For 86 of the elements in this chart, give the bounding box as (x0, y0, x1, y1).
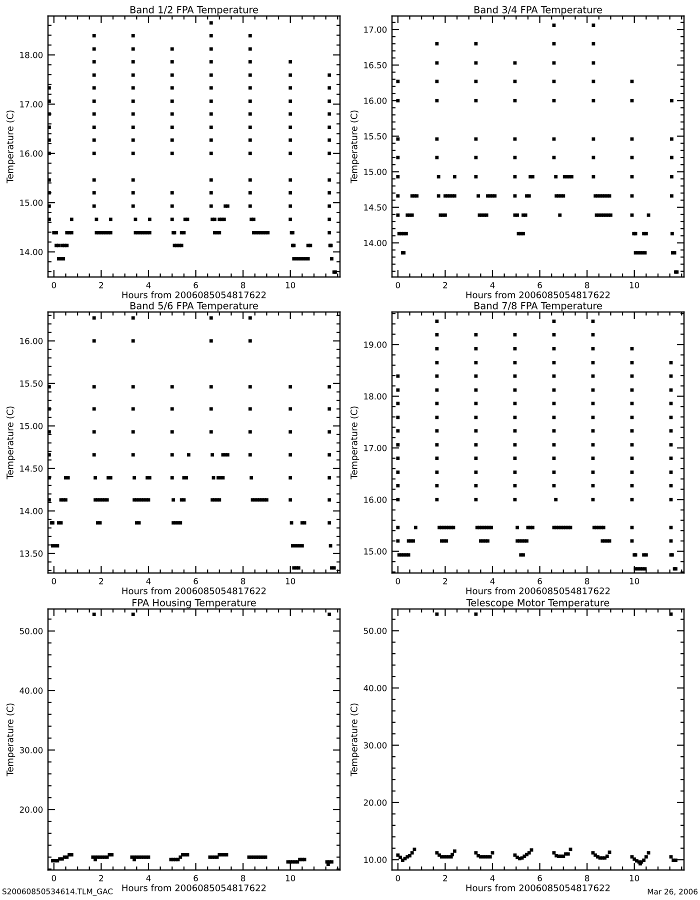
x-axis-title: Hours from 2006085054817622 (122, 291, 266, 298)
y-axis-title: Temperature (C) (350, 110, 360, 184)
y-tick-label: 14.00 (20, 248, 43, 256)
y-tick-label: 20.00 (20, 806, 43, 813)
x-tick-label: 8 (240, 578, 246, 584)
x-tick-label: 6 (538, 282, 542, 288)
x-tick-label: 6 (194, 578, 198, 584)
x-tick-label: 10 (630, 578, 640, 584)
y-tick-label: 14.00 (20, 508, 43, 514)
x-tick-label: 10 (286, 578, 296, 584)
x-tick-label: 2 (99, 578, 104, 584)
x-tick-label: 6 (194, 282, 198, 288)
x-tick-label: 0 (52, 875, 56, 882)
x-tick-label: 0 (52, 282, 56, 288)
chart-title: Band 1/2 FPA Temperature (130, 6, 258, 16)
x-tick-label: 10 (286, 282, 296, 288)
y-tick-label: 18.00 (20, 52, 43, 58)
y-tick-label: 14.00 (364, 240, 387, 246)
y-tick-label: 15.00 (364, 168, 387, 176)
y-tick-label: 18.00 (364, 393, 387, 400)
y-tick-label: 17.00 (364, 26, 387, 33)
x-axis-title: Hours from 2006085054817622 (466, 587, 610, 594)
x-tick-label: 2 (99, 282, 104, 288)
chart-title: Telescope Motor Temperature (466, 598, 610, 608)
y-tick-label: 30.00 (20, 747, 43, 754)
x-tick-label: 2 (443, 875, 448, 882)
x-tick-label: 2 (99, 875, 104, 882)
y-tick-label: 16.50 (364, 62, 387, 68)
y-tick-label: 15.00 (20, 422, 43, 430)
x-axis-title: Hours from 2006085054817622 (122, 884, 266, 892)
y-tick-label: 17.00 (20, 101, 43, 108)
x-tick-label: 10 (630, 875, 640, 882)
x-tick-label: 6 (194, 875, 198, 882)
x-tick-label: 2 (443, 578, 448, 584)
chart-title: Band 3/4 FPA Temperature (474, 6, 602, 16)
y-tick-label: 15.00 (364, 548, 387, 555)
x-tick-label: 4 (490, 282, 495, 288)
x-tick-label: 2 (443, 282, 448, 288)
y-tick-label: 17.00 (364, 444, 387, 452)
y-tick-label: 14.50 (20, 465, 43, 472)
y-tick-label: 16.00 (20, 338, 43, 344)
x-tick-label: 4 (146, 282, 151, 288)
x-tick-label: 6 (538, 875, 542, 882)
x-tick-label: 4 (490, 875, 495, 882)
x-tick-label: 0 (396, 875, 400, 882)
x-axis-title: Hours from 2006085054817622 (122, 587, 266, 594)
y-tick-label: 15.00 (20, 200, 43, 206)
y-tick-label: 15.50 (20, 380, 43, 387)
chart-title: Band 5/6 FPA Temperature (130, 302, 258, 312)
x-tick-label: 8 (584, 875, 590, 882)
y-axis-title: Temperature (C) (350, 406, 360, 480)
y-axis-title: Temperature (C) (350, 704, 360, 776)
y-tick-label: 16.00 (364, 496, 387, 503)
x-tick-label: 4 (490, 578, 495, 584)
x-tick-label: 0 (52, 578, 56, 584)
x-tick-label: 8 (240, 875, 246, 882)
y-tick-label: 14.50 (364, 204, 387, 211)
y-tick-label: 10.00 (364, 856, 387, 863)
y-tick-label: 20.00 (364, 799, 387, 806)
y-tick-label: 40.00 (364, 684, 387, 692)
y-tick-label: 16.00 (364, 98, 387, 104)
y-tick-label: 13.50 (20, 550, 43, 557)
x-tick-label: 6 (538, 578, 542, 584)
x-tick-label: 10 (286, 875, 296, 882)
x-axis-title: Hours from 2006085054817622 (466, 291, 610, 298)
y-tick-label: 15.50 (364, 133, 387, 140)
y-axis-title: Temperature (C) (6, 704, 16, 776)
x-tick-label: 4 (146, 578, 151, 584)
chart-title: FPA Housing Temperature (132, 598, 256, 608)
x-tick-label: 8 (240, 282, 246, 288)
y-tick-label: 16.00 (20, 150, 43, 157)
chart-title: Band 7/8 FPA Temperature (474, 302, 602, 312)
x-tick-label: 0 (396, 282, 400, 288)
y-tick-label: 50.00 (364, 628, 387, 634)
x-tick-label: 4 (146, 875, 151, 882)
x-tick-label: 0 (396, 578, 400, 584)
x-tick-label: 8 (584, 282, 590, 288)
x-tick-label: 8 (584, 578, 590, 584)
x-tick-label: 10 (630, 282, 640, 288)
x-axis-title: Hours from 2006085054817622 (466, 884, 610, 892)
y-tick-label: 19.00 (364, 342, 387, 348)
y-axis-title: Temperature (C) (6, 406, 16, 480)
y-tick-label: 50.00 (20, 628, 43, 634)
y-tick-label: 40.00 (20, 688, 43, 694)
y-axis-title: Temperature (C) (6, 110, 16, 184)
y-tick-label: 30.00 (364, 742, 387, 749)
